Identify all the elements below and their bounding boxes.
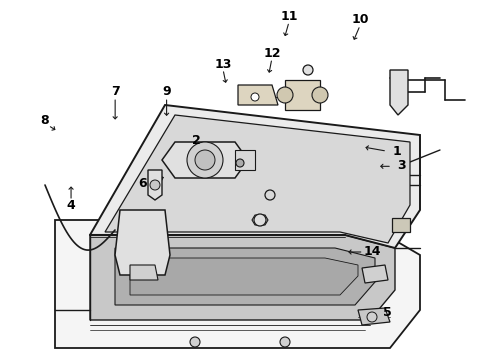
Polygon shape [90, 105, 420, 248]
Text: 12: 12 [263, 47, 281, 60]
Polygon shape [392, 218, 410, 232]
Polygon shape [285, 80, 320, 110]
Circle shape [303, 65, 313, 75]
Text: 13: 13 [214, 58, 232, 71]
Polygon shape [148, 170, 162, 200]
Polygon shape [55, 220, 420, 348]
Text: 7: 7 [111, 85, 120, 98]
Circle shape [251, 93, 259, 101]
Polygon shape [390, 70, 408, 115]
Text: 6: 6 [138, 177, 147, 190]
Polygon shape [238, 85, 278, 105]
Polygon shape [105, 115, 410, 243]
Polygon shape [90, 235, 395, 320]
Text: 2: 2 [192, 134, 200, 147]
Text: 1: 1 [392, 145, 401, 158]
Polygon shape [130, 258, 358, 295]
Circle shape [150, 180, 160, 190]
Polygon shape [115, 210, 170, 275]
Text: 11: 11 [280, 10, 298, 23]
Polygon shape [162, 142, 248, 178]
Circle shape [190, 337, 200, 347]
Text: 10: 10 [351, 13, 369, 26]
Polygon shape [130, 265, 158, 280]
Polygon shape [252, 215, 268, 225]
Polygon shape [235, 150, 255, 170]
Circle shape [236, 159, 244, 167]
Circle shape [312, 87, 328, 103]
Text: 9: 9 [162, 85, 171, 98]
Polygon shape [362, 265, 388, 283]
Text: 4: 4 [67, 199, 75, 212]
Polygon shape [115, 248, 375, 305]
Circle shape [280, 337, 290, 347]
Polygon shape [358, 308, 390, 325]
Text: 3: 3 [397, 159, 406, 172]
Circle shape [277, 87, 293, 103]
Circle shape [195, 150, 215, 170]
Circle shape [187, 142, 223, 178]
Text: 8: 8 [40, 114, 49, 127]
Text: 5: 5 [383, 306, 392, 319]
Circle shape [367, 312, 377, 322]
Circle shape [254, 214, 266, 226]
Circle shape [265, 190, 275, 200]
Text: 14: 14 [364, 245, 381, 258]
